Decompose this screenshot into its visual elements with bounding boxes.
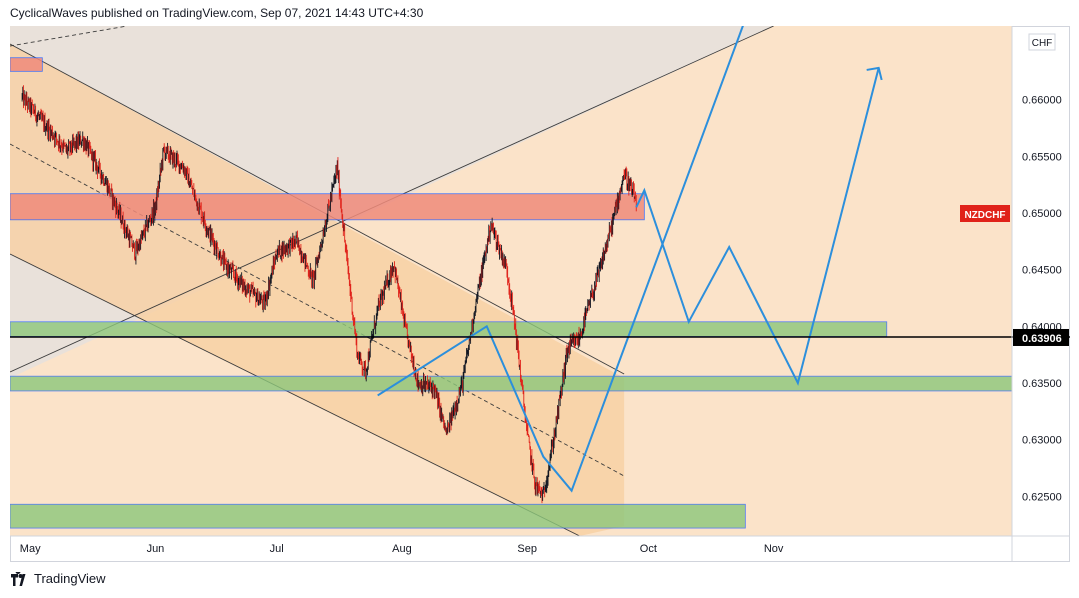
forecast-path-1 [635,67,880,386]
symbol-tag-bg [960,205,1010,222]
current-price-label: 0.63906 [1022,333,1062,345]
price-chart[interactable]: CHF0.660000.655000.650000.645000.640000.… [10,26,1070,562]
channel-lower-line [10,253,580,537]
x-tick-label: Nov [764,543,784,555]
x-tick-label: Jun [147,543,165,555]
descending-channel-fill [10,44,625,536]
forecast-path-0 [377,26,744,493]
tradingview-logo-icon[interactable] [10,571,30,586]
forecast-arrow-head [866,66,883,81]
y-tick-label: 0.63500 [1022,378,1062,390]
currency-box [1028,33,1056,51]
symbol-tag-label: NZDCHF [964,210,1005,221]
y-tick-label: 0.62500 [1022,491,1062,503]
candles-group [21,85,637,504]
x-tick-label: Oct [640,543,657,555]
x-tick-label: Aug [392,543,412,555]
y-tick-label: 0.66000 [1022,95,1062,107]
channel-mid-line [10,143,625,477]
footer-brand: TradingView [34,571,106,586]
y-tick-label: 0.65000 [1022,208,1062,220]
zone-green-2 [10,321,888,337]
footer: TradingView [10,571,106,586]
upper-dashed-line [10,26,128,47]
current-price-tag [1013,328,1069,346]
publish-header: CyclicalWaves published on TradingView.c… [10,6,424,20]
x-tick-label: Sep [517,543,537,555]
y-tick-label: 0.63000 [1022,435,1062,447]
y-tick-label: 0.65500 [1022,151,1062,163]
zone-red-1 [10,57,43,72]
x-tick-label: Jul [270,543,284,555]
y-tick-label: 0.64500 [1022,265,1062,277]
x-tick-label: May [20,543,41,555]
zone-green-4 [10,503,746,529]
currency-label: CHF [1032,38,1053,49]
